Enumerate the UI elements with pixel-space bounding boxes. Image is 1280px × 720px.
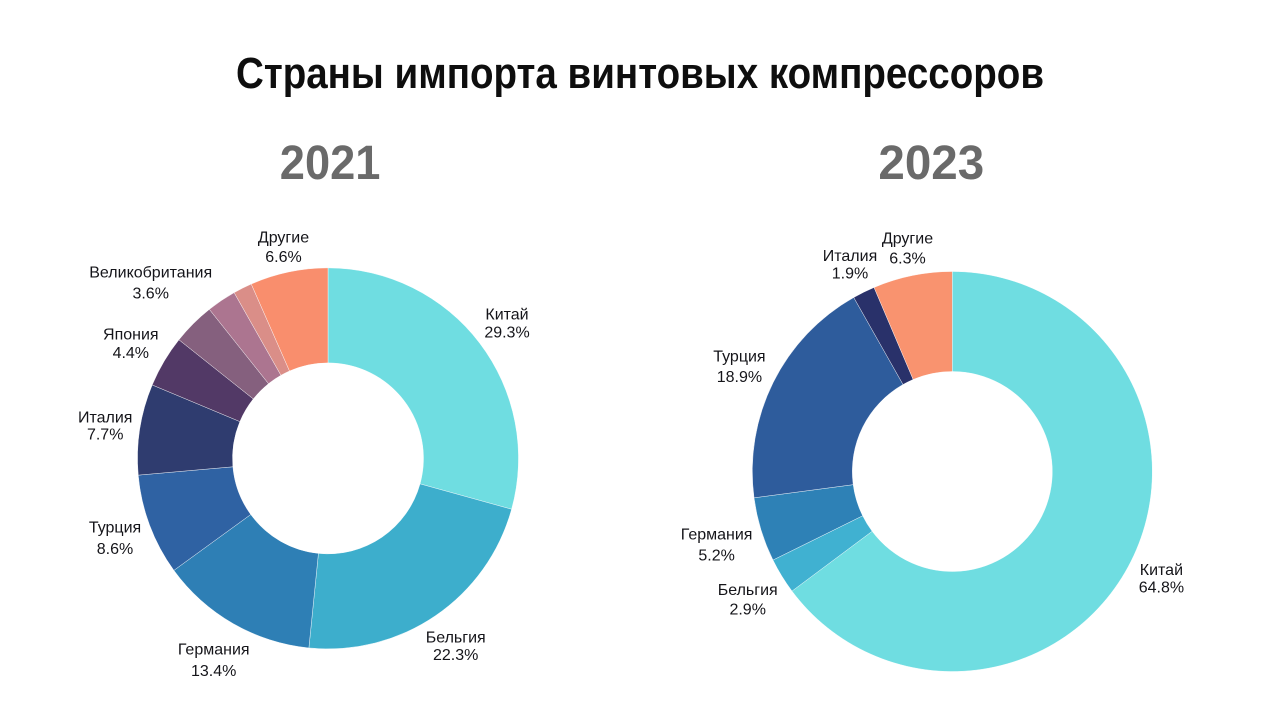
svg-text:Германия: Германия [178,642,250,659]
svg-text:29.3%: 29.3% [484,325,529,342]
svg-text:2023: 2023 [878,137,984,190]
svg-text:8.6%: 8.6% [97,541,133,558]
svg-text:6.6%: 6.6% [265,249,301,266]
svg-text:Другие: Другие [258,229,309,246]
svg-text:22.3%: 22.3% [433,647,478,664]
svg-text:Германия: Германия [681,527,753,544]
svg-text:3.6%: 3.6% [132,286,168,303]
svg-text:6.3%: 6.3% [889,250,925,267]
svg-text:4.4%: 4.4% [113,345,149,362]
svg-text:13.4%: 13.4% [191,663,236,680]
svg-text:Турция: Турция [713,349,765,366]
svg-text:Другие: Другие [882,231,933,248]
svg-text:Великобритания: Великобритания [89,264,212,281]
svg-text:Япония: Япония [103,327,159,344]
svg-text:Бельгия: Бельгия [718,582,778,599]
svg-text:Италия: Италия [823,248,877,265]
svg-text:Турция: Турция [89,519,141,536]
svg-text:Китай: Китай [485,307,528,324]
svg-text:5.2%: 5.2% [698,547,734,564]
svg-text:2.9%: 2.9% [729,601,765,618]
svg-text:2021: 2021 [280,137,381,190]
svg-text:Китай: Китай [1140,562,1183,579]
svg-text:Бельгия: Бельгия [426,630,486,647]
svg-text:18.9%: 18.9% [717,369,762,386]
svg-text:Страны импорта винтовых компре: Страны импорта винтовых компрессоров [236,49,1044,98]
svg-text:7.7%: 7.7% [87,427,123,444]
svg-text:64.8%: 64.8% [1139,580,1184,597]
svg-text:1.9%: 1.9% [832,266,868,283]
svg-text:Италия: Италия [78,410,132,427]
